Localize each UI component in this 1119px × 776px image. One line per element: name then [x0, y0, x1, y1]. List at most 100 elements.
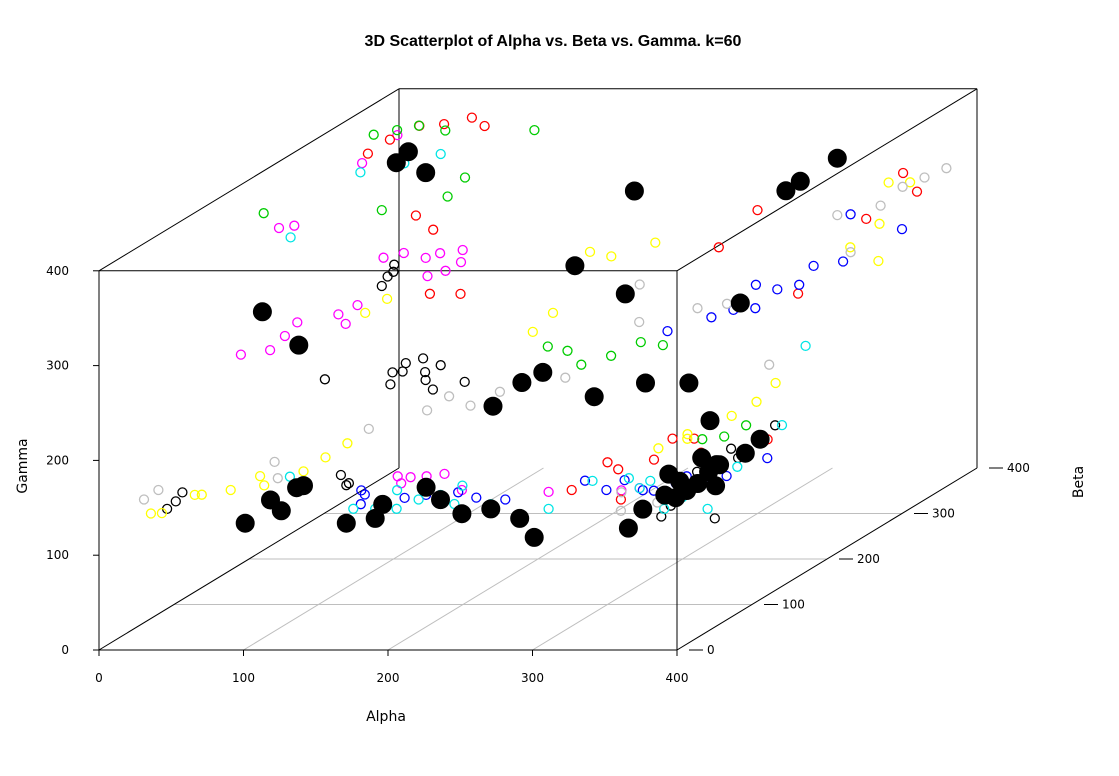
data-point	[645, 475, 656, 487]
beta-axis-line	[676, 467, 978, 651]
data-point	[391, 124, 403, 136]
data-point	[389, 259, 400, 270]
centroid-point	[431, 490, 450, 510]
data-point	[721, 470, 732, 482]
data-point	[601, 484, 612, 496]
alpha-tick-label: 400	[666, 671, 689, 685]
centroid-point	[452, 504, 472, 524]
centroid-point	[416, 163, 436, 183]
data-point	[356, 157, 368, 169]
data-point	[388, 266, 399, 277]
centroid-point	[636, 373, 655, 393]
gamma-tick-label: 300	[46, 359, 69, 373]
centroid-point	[679, 373, 699, 393]
data-point	[285, 232, 296, 243]
data-point	[384, 134, 396, 145]
data-point	[500, 494, 511, 505]
data-point	[613, 464, 624, 475]
data-point	[340, 318, 351, 330]
data-point	[259, 480, 270, 491]
data-point	[713, 242, 724, 253]
data-point	[845, 242, 856, 253]
data-point	[177, 487, 188, 498]
centroid-point	[692, 448, 712, 468]
data-point	[547, 307, 559, 319]
data-point	[170, 496, 181, 507]
gamma-tick-label: 100	[46, 548, 69, 562]
plot-box	[98, 88, 978, 651]
centroid-point	[481, 499, 501, 519]
beta-tick-label: 0	[707, 643, 715, 657]
data-point	[422, 270, 433, 282]
data-point	[420, 252, 431, 264]
data-point	[466, 112, 478, 123]
centroid-point	[483, 396, 503, 416]
centroid-point	[512, 373, 532, 392]
data-point	[138, 494, 150, 505]
data-point	[333, 309, 344, 320]
data-point	[459, 376, 470, 388]
data-point	[764, 359, 775, 370]
data-point	[387, 367, 398, 378]
beta-tick-label: 100	[782, 598, 805, 612]
data-point	[363, 423, 374, 435]
data-point	[709, 513, 720, 524]
data-point	[153, 484, 164, 496]
data-point	[457, 480, 468, 491]
centroid-point	[365, 508, 385, 528]
data-point	[360, 307, 371, 319]
data-point	[584, 246, 596, 258]
data-point	[427, 384, 439, 395]
data-point	[417, 353, 429, 364]
data-point	[434, 248, 446, 259]
data-point	[341, 480, 352, 491]
data-point	[579, 475, 591, 486]
alpha-tick-label: 200	[377, 671, 400, 685]
axis-ticks: 0 100 200 300 400 0 100 200 300 400 0 100 200 300 400	[46, 264, 1030, 685]
data-point	[543, 486, 554, 498]
y-axis-label: Beta	[1071, 466, 1087, 498]
data-point	[875, 200, 886, 211]
data-point	[732, 461, 743, 472]
centroid-point	[271, 501, 291, 521]
data-point	[832, 209, 843, 221]
data-point	[400, 357, 411, 369]
data-point	[897, 167, 909, 179]
data-point	[405, 472, 416, 483]
data-point	[413, 120, 425, 131]
alpha-tick-label: 0	[95, 671, 103, 685]
data-point	[382, 271, 393, 282]
data-point	[845, 209, 856, 220]
centroid-point	[235, 513, 255, 533]
data-point	[634, 316, 645, 328]
data-point	[706, 312, 717, 323]
data-point	[904, 177, 916, 188]
data-point	[391, 485, 403, 496]
data-point	[368, 129, 379, 140]
data-point	[319, 374, 331, 385]
data-point	[258, 208, 269, 219]
data-point	[587, 475, 598, 487]
data-point	[438, 118, 450, 130]
data-point	[562, 345, 573, 356]
data-point	[527, 326, 538, 338]
centroid-point	[730, 293, 750, 313]
data-point	[254, 470, 266, 482]
data-point	[845, 247, 856, 258]
data-point	[725, 443, 737, 454]
data-point	[440, 265, 451, 276]
data-point	[615, 505, 627, 516]
data-point	[637, 485, 648, 496]
box-edge	[98, 88, 400, 272]
data-point	[355, 167, 366, 178]
data-point	[381, 293, 393, 305]
data-point	[721, 298, 733, 309]
data-point	[719, 431, 730, 442]
data-point	[682, 433, 693, 444]
data-point	[794, 279, 805, 290]
data-point	[455, 288, 466, 300]
data-point	[235, 349, 247, 360]
data-point	[751, 396, 762, 407]
centroid-point	[618, 518, 638, 538]
centroid-point	[776, 181, 796, 201]
